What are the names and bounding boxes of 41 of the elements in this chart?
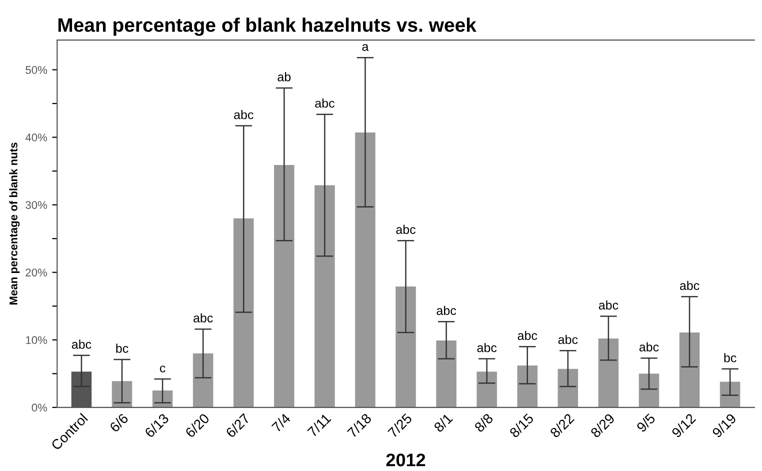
annotation: abc (477, 342, 497, 352)
x-tick-label: 7/11 (306, 412, 332, 438)
x-tick-label: 6/6 (108, 412, 129, 433)
x-tick-label: 9/12 (670, 412, 696, 438)
x-tick-label: 6/13 (144, 412, 170, 438)
annotation: bc (724, 353, 736, 362)
y-tick-label: 0% (32, 404, 48, 412)
annotation: abc (639, 342, 659, 352)
annotation: abc (598, 300, 618, 310)
annotation: abc (315, 98, 334, 108)
annotation: abc (680, 280, 700, 290)
x-tick-label: 7/25 (387, 412, 413, 438)
y-tick-label: 10% (26, 336, 48, 344)
x-tick-label: 8/22 (549, 412, 575, 438)
x-tick-label: 9/5 (636, 412, 656, 433)
y-tick-label: 20% (26, 268, 48, 276)
x-tick-label: 7/18 (346, 412, 372, 438)
annotation: bc (116, 344, 128, 353)
x-tick-label: 8/1 (433, 412, 454, 433)
annotation: abc (72, 340, 92, 349)
x-tick-label: 8/15 (508, 412, 534, 438)
x-tick-label: 8/8 (474, 412, 494, 433)
chart-title: Mean percentage of blank hazelnuts vs. week (58, 18, 476, 36)
y-axis-title: Mean percentage of blank nuts (9, 142, 20, 304)
annotation: a (362, 44, 369, 51)
x-tick-label: 9/19 (711, 412, 737, 438)
x-tick-label: 7/4 (271, 412, 292, 433)
annotation: c (160, 366, 166, 372)
x-tick-label: 6/20 (184, 412, 210, 438)
x-tick-label: 8/29 (590, 412, 616, 438)
x-axis-title: 2012 (386, 454, 426, 466)
annotation: ab (278, 72, 291, 82)
y-tick-label: 40% (25, 134, 48, 142)
annotation: abc (396, 224, 416, 234)
annotation: abc (436, 306, 456, 316)
annotation: abc (234, 110, 254, 120)
annotation: abc (558, 334, 578, 344)
annotation: abc (194, 313, 213, 322)
y-tick-label: 30% (26, 201, 48, 209)
y-tick-label: 50% (26, 66, 48, 74)
annotation: abc (518, 330, 538, 340)
